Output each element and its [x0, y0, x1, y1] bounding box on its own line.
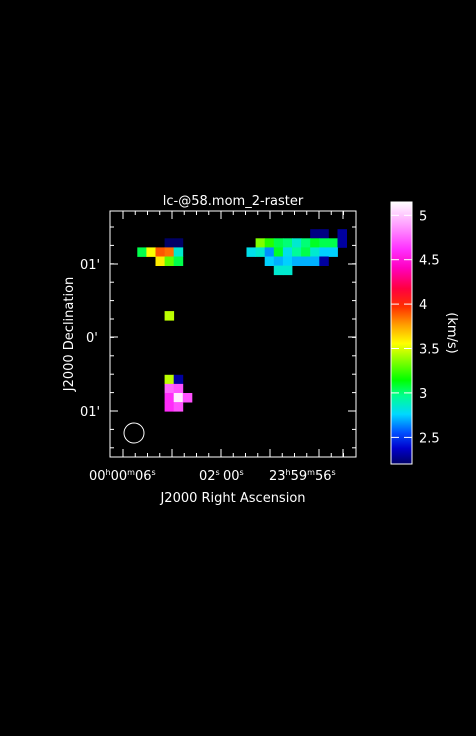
- raster-pixel: [292, 238, 302, 248]
- raster-pixel: [164, 374, 175, 385]
- raster-pixel: [282, 265, 293, 276]
- raster-pixel: [173, 393, 184, 403]
- raster-pixel: [164, 393, 175, 403]
- y-tick-label: 01': [80, 258, 100, 273]
- raster-pixel: [164, 256, 175, 266]
- y-tick-label: 0': [86, 331, 98, 346]
- raster-pixel: [337, 229, 347, 239]
- raster-pixel: [337, 238, 347, 248]
- raster-pixel: [264, 256, 275, 266]
- x-axis-label: J2000 Right Ascension: [159, 491, 305, 506]
- raster-pixel: [264, 247, 275, 257]
- colorbar-tick-label: 4: [419, 298, 427, 313]
- raster-pixel: [164, 311, 175, 321]
- raster-pixel: [328, 247, 338, 257]
- colorbar-tick-label: 3.5: [419, 343, 440, 358]
- raster-pixel: [301, 256, 311, 266]
- y-tick-label: 01': [80, 405, 100, 420]
- x-tick-label: 00h00m06s: [89, 468, 156, 484]
- raster-cells: [137, 229, 347, 412]
- x-tick-label: 00s: [223, 468, 244, 484]
- raster-pixel: [273, 238, 284, 248]
- colorbar: [390, 201, 413, 465]
- raster-pixel: [255, 247, 266, 257]
- raster-pixel: [310, 247, 320, 257]
- raster-pixel: [155, 256, 165, 266]
- colorbar-ticks: [391, 214, 412, 438]
- raster-pixel: [164, 247, 175, 257]
- raster-pixel: [164, 402, 175, 412]
- colorbar-tick-label: 2.5: [419, 431, 440, 446]
- axis-ticks: [110, 211, 356, 457]
- raster-pixel: [273, 265, 284, 276]
- raster-pixel: [173, 402, 184, 412]
- x-tick-label: 23h59m56s: [269, 468, 336, 484]
- raster-pixel: [173, 374, 184, 385]
- raster-pixel: [173, 383, 184, 394]
- beam-circle: [123, 422, 145, 444]
- raster-pixel: [328, 238, 338, 248]
- raster-pixel: [282, 238, 293, 248]
- raster-pixel: [173, 238, 184, 248]
- raster-pixel: [301, 247, 311, 257]
- raster-pixel: [255, 238, 266, 248]
- raster-pixel: [273, 256, 284, 266]
- raster-pixel: [155, 247, 165, 257]
- raster-pixel: [137, 247, 147, 257]
- raster-pixel: [182, 393, 193, 403]
- colorbar-tick-label: 4.5: [419, 254, 440, 269]
- colorbar-tick-labels: 2.5 3 3.5 4 4.5 5: [419, 209, 440, 446]
- raster-pixel: [292, 247, 302, 257]
- raster-pixel: [292, 256, 302, 266]
- colorbar-label: (km/s): [444, 312, 459, 354]
- raster-pixel: [273, 247, 284, 257]
- raster-pixel: [319, 256, 329, 266]
- y-axis-label: J2000 Declination: [62, 277, 77, 393]
- colorbar-tick-label: 5: [419, 209, 427, 224]
- x-tick-label: 02s: [199, 468, 220, 484]
- raster-pixel: [310, 229, 320, 239]
- chart-title: lc-@58.mom_2-raster: [163, 194, 304, 209]
- colorbar-tick-label: 3: [419, 387, 427, 402]
- raster-pixel: [319, 238, 329, 248]
- raster-pixel: [310, 256, 320, 266]
- raster-pixel: [146, 247, 156, 257]
- raster-pixel: [264, 238, 275, 248]
- raster-pixel: [164, 383, 175, 394]
- raster-pixel: [164, 238, 175, 248]
- raster-pixel: [246, 247, 256, 257]
- raster-pixel: [173, 247, 184, 257]
- raster-pixel: [310, 238, 320, 248]
- raster-pixel: [319, 247, 329, 257]
- raster-pixel: [173, 256, 184, 266]
- raster-pixel: [282, 247, 293, 257]
- raster-pixel: [301, 238, 311, 248]
- raster-pixel: [319, 229, 329, 239]
- raster-pixel: [282, 256, 293, 266]
